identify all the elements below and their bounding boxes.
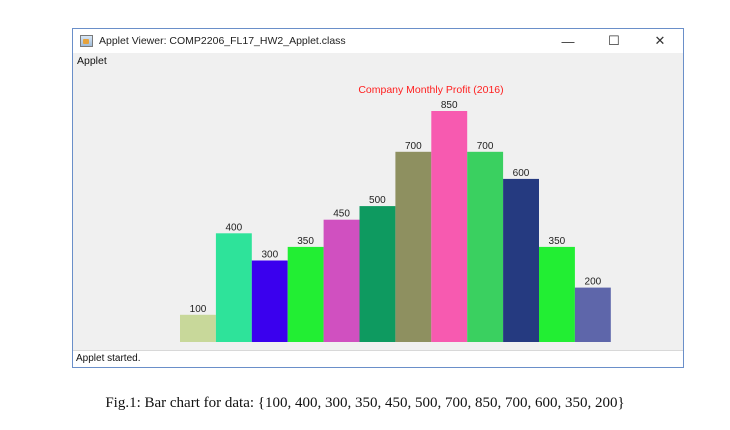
applet-menu[interactable]: Applet <box>77 55 107 67</box>
bar-10 <box>503 178 539 342</box>
bar-4 <box>287 246 324 342</box>
bar-11 <box>539 246 575 342</box>
status-bar: Applet started. <box>73 350 683 367</box>
figure-caption: Fig.1: Bar chart for data: {100, 400, 30… <box>105 395 625 411</box>
bar-label-9: 700 <box>477 141 494 152</box>
bar-2 <box>215 233 252 342</box>
bar-12 <box>574 287 611 342</box>
bar-label-11: 350 <box>549 236 566 247</box>
bar-label-10: 600 <box>513 168 530 179</box>
window-controls: — ☐ ✕ <box>545 29 683 53</box>
bar-label-8: 850 <box>441 100 458 111</box>
minimize-button[interactable]: — <box>561 33 575 49</box>
bar-label-6: 500 <box>369 195 386 206</box>
bar-label-7: 700 <box>405 141 422 152</box>
bar-6 <box>359 206 396 342</box>
applet-viewer-window: Applet Viewer: COMP2206_FL17_HW2_Applet.… <box>72 28 684 368</box>
chart-title: Company Monthly Profit (2016) <box>358 84 503 96</box>
bar-label-2: 400 <box>225 222 242 233</box>
bar-1 <box>180 314 216 342</box>
bar-label-1: 100 <box>190 304 207 315</box>
maximize-button[interactable]: ☐ <box>608 33 620 48</box>
bar-9 <box>467 151 504 342</box>
bar-label-4: 350 <box>297 236 314 247</box>
bar-5 <box>323 219 360 342</box>
java-app-icon <box>80 35 93 47</box>
bar-label-5: 450 <box>333 209 350 220</box>
bar-chart: Company Monthly Profit (2016) 100 400 300 35… <box>180 84 611 342</box>
window-title: Applet Viewer: COMP2206_FL17_HW2_Applet.… <box>99 35 346 47</box>
bar-label-12: 200 <box>585 277 602 288</box>
bar-3 <box>251 260 288 342</box>
bar-label-3: 300 <box>261 250 278 261</box>
title-bar[interactable]: Applet Viewer: COMP2206_FL17_HW2_Applet.… <box>73 29 683 53</box>
bar-7 <box>395 151 432 342</box>
close-button[interactable]: ✕ <box>654 33 666 48</box>
bar-8 <box>431 111 468 342</box>
